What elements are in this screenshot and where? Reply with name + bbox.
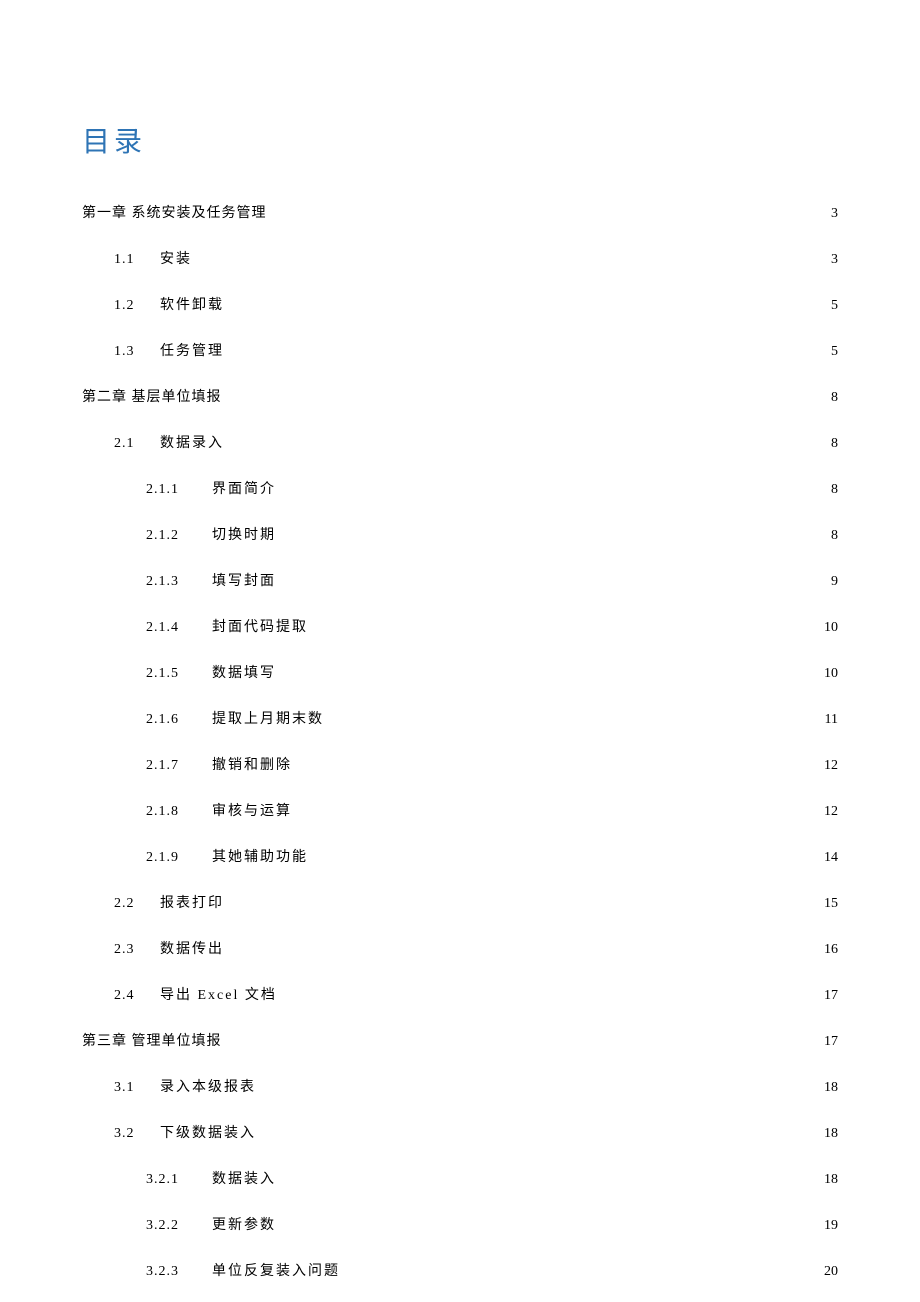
entry-number: 2.1.6 (146, 712, 212, 728)
toc-entry[interactable]: 2.1.3填写封面 9 (82, 570, 838, 590)
toc-entry[interactable]: 第三章 管理单位填报 17 (82, 1030, 838, 1050)
toc-entry[interactable]: 第一章 系统安装及任务管理 3 (82, 202, 838, 222)
entry-page: 8 (831, 390, 838, 406)
toc-entry[interactable]: 3.2下级数据装入 18 (82, 1122, 838, 1142)
toc-entry[interactable]: 3.2.2更新参数 19 (82, 1214, 838, 1234)
entry-label: 数据传出 (160, 938, 224, 958)
entry-number: 3.1 (114, 1080, 160, 1096)
entry-label: 其她辅助功能 (212, 846, 308, 866)
toc-entry[interactable]: 3.2.1数据装入 18 (82, 1168, 838, 1188)
entry-label: 填写封面 (212, 570, 276, 590)
entry-page: 20 (824, 1264, 838, 1280)
toc-entry[interactable]: 2.4导出 Excel 文档 17 (82, 984, 838, 1004)
entry-label: 下级数据装入 (160, 1122, 256, 1142)
toc-entry[interactable]: 2.1.6提取上月期末数 11 (82, 708, 838, 728)
entry-number: 3.2.3 (146, 1264, 212, 1280)
toc-entry[interactable]: 3.2.3单位反复装入问题 20 (82, 1260, 838, 1280)
toc-entry[interactable]: 2.3数据传出 16 (82, 938, 838, 958)
entry-label: 录入本级报表 (160, 1076, 256, 1096)
entry-label: 软件卸载 (160, 294, 224, 314)
entry-page: 9 (831, 574, 838, 590)
entry-label: 安装 (160, 248, 192, 268)
entry-page: 14 (824, 850, 838, 866)
toc-entry[interactable]: 2.1.9其她辅助功能 14 (82, 846, 838, 866)
entry-page: 15 (824, 896, 838, 912)
entry-label: 撤销和删除 (212, 754, 292, 774)
toc-entry[interactable]: 1.1安装 3 (82, 248, 838, 268)
toc-entry[interactable]: 2.1数据录入 8 (82, 432, 838, 452)
entry-page: 18 (824, 1126, 838, 1142)
entry-label: 任务管理 (160, 340, 224, 360)
toc-entry[interactable]: 1.3任务管理 5 (82, 340, 838, 360)
entry-number: 2.1.3 (146, 574, 212, 590)
toc-entry[interactable]: 2.1.5数据填写 10 (82, 662, 838, 682)
entry-number: 2.1.1 (146, 482, 212, 498)
entry-page: 8 (831, 436, 838, 452)
toc-list: 第一章 系统安装及任务管理 3 1.1安装 3 1.2软件卸载 5 1.3任务管理 5 第二章 … (82, 202, 838, 1280)
entry-label: 第一章 系统安装及任务管理 (82, 202, 267, 222)
entry-label: 审核与运算 (212, 800, 292, 820)
entry-label: 更新参数 (212, 1214, 276, 1234)
entry-page: 3 (831, 206, 838, 222)
entry-page: 12 (824, 804, 838, 820)
entry-page: 18 (824, 1080, 838, 1096)
entry-label: 报表打印 (160, 892, 224, 912)
toc-entry[interactable]: 2.1.7撤销和删除 12 (82, 754, 838, 774)
entry-label: 第三章 管理单位填报 (82, 1030, 222, 1050)
toc-entry[interactable]: 2.1.1界面简介 8 (82, 478, 838, 498)
entry-page: 5 (831, 298, 838, 314)
entry-number: 3.2.1 (146, 1172, 212, 1188)
entry-page: 10 (824, 620, 838, 636)
entry-number: 2.1.2 (146, 528, 212, 544)
entry-number: 2.3 (114, 942, 160, 958)
entry-page: 11 (825, 712, 838, 728)
entry-number: 2.4 (114, 988, 160, 1004)
toc-entry[interactable]: 2.2报表打印 15 (82, 892, 838, 912)
entry-label: 第二章 基层单位填报 (82, 386, 222, 406)
toc-entry[interactable]: 2.1.4封面代码提取 10 (82, 616, 838, 636)
entry-page: 12 (824, 758, 838, 774)
entry-page: 19 (824, 1218, 838, 1234)
toc-entry[interactable]: 第二章 基层单位填报 8 (82, 386, 838, 406)
entry-number: 2.1.9 (146, 850, 212, 866)
entry-label: 数据录入 (160, 432, 224, 452)
entry-label: 单位反复装入问题 (212, 1260, 340, 1280)
entry-page: 10 (824, 666, 838, 682)
entry-number: 1.1 (114, 252, 160, 268)
entry-label: 封面代码提取 (212, 616, 308, 636)
entry-page: 8 (831, 528, 838, 544)
entry-page: 17 (824, 988, 838, 1004)
entry-number: 3.2.2 (146, 1218, 212, 1234)
entry-number: 1.3 (114, 344, 160, 360)
entry-label: 切换时期 (212, 524, 276, 544)
entry-number: 2.1.8 (146, 804, 212, 820)
entry-number: 2.1.5 (146, 666, 212, 682)
entry-label: 数据填写 (212, 662, 276, 682)
entry-page: 17 (824, 1034, 838, 1050)
entry-number: 2.1.7 (146, 758, 212, 774)
entry-label: 数据装入 (212, 1168, 276, 1188)
toc-entry[interactable]: 1.2软件卸载 5 (82, 294, 838, 314)
toc-title: 目录 (82, 120, 838, 160)
entry-number: 1.2 (114, 298, 160, 314)
entry-page: 18 (824, 1172, 838, 1188)
toc-entry[interactable]: 2.1.8审核与运算 12 (82, 800, 838, 820)
entry-page: 8 (831, 482, 838, 498)
entry-number: 2.2 (114, 896, 160, 912)
entry-number: 3.2 (114, 1126, 160, 1142)
entry-number: 2.1 (114, 436, 160, 452)
entry-label: 界面简介 (212, 478, 276, 498)
entry-number: 2.1.4 (146, 620, 212, 636)
toc-entry[interactable]: 3.1录入本级报表 18 (82, 1076, 838, 1096)
toc-entry[interactable]: 2.1.2切换时期 8 (82, 524, 838, 544)
entry-page: 3 (831, 252, 838, 268)
entry-page: 5 (831, 344, 838, 360)
entry-page: 16 (824, 942, 838, 958)
entry-label: 提取上月期末数 (212, 708, 324, 728)
entry-label: 导出 Excel 文档 (160, 984, 277, 1004)
